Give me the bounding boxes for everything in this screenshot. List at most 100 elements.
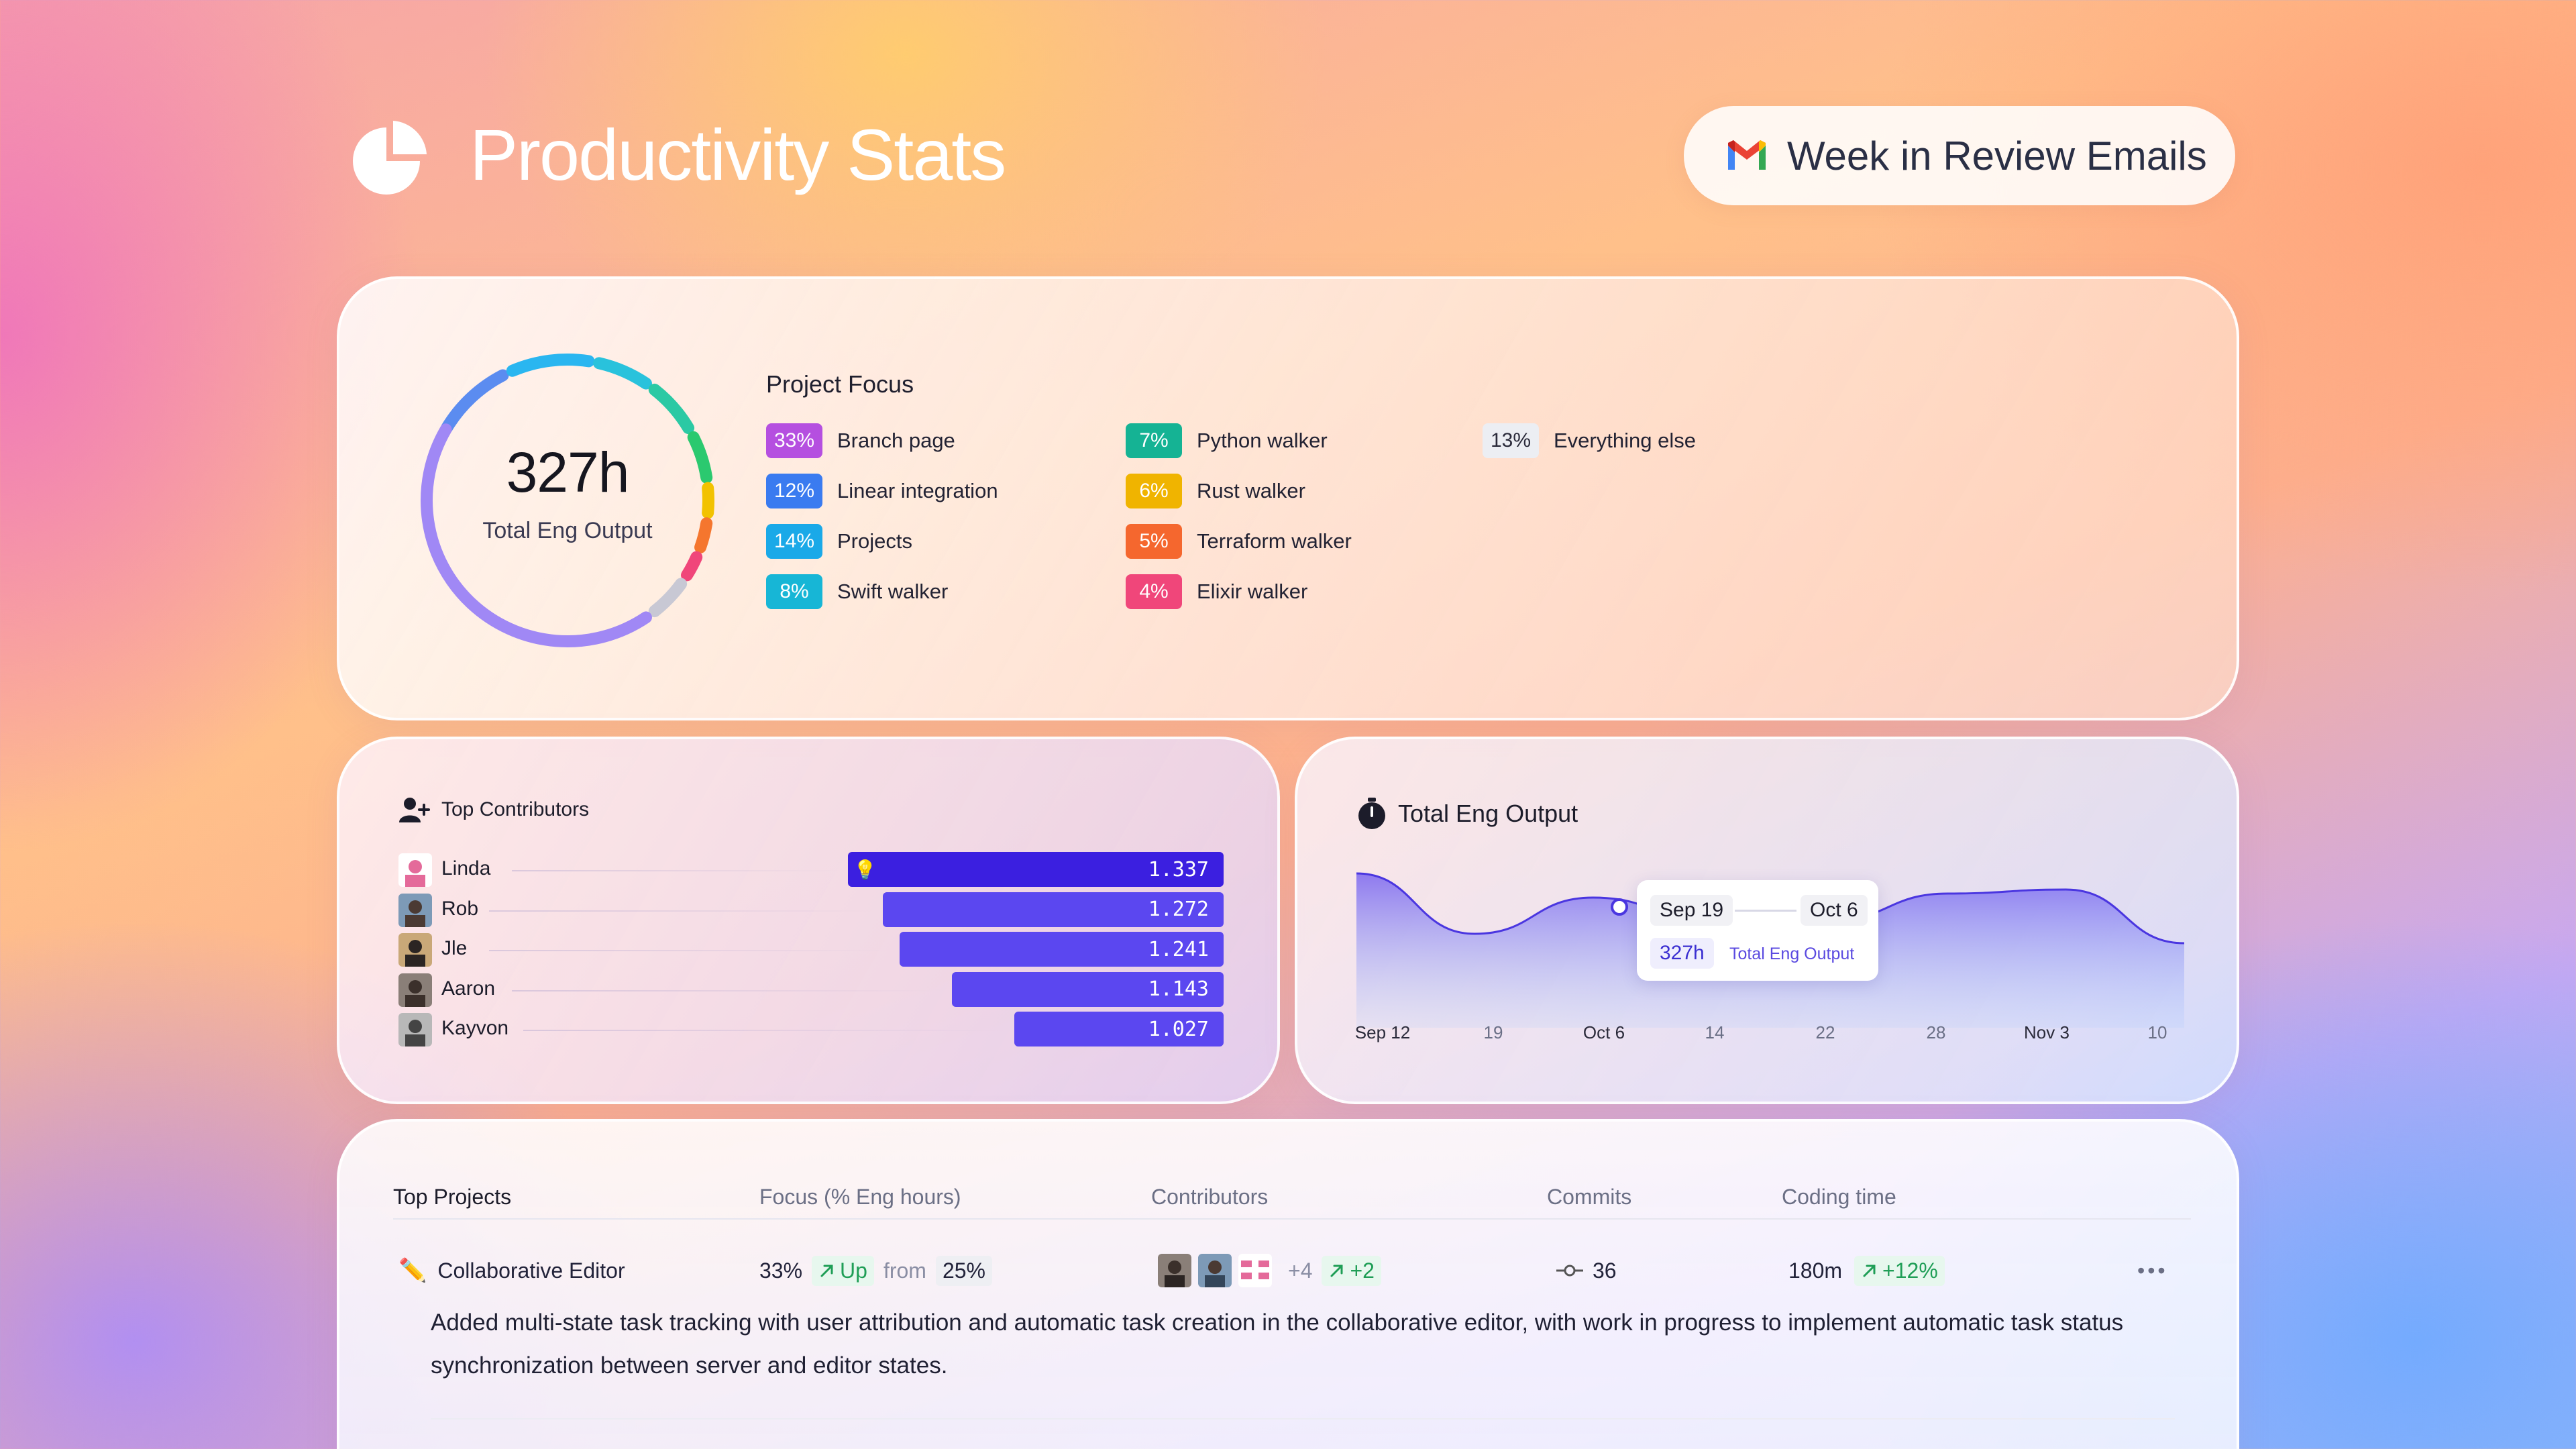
project-name: Collaborative Editor: [437, 1258, 625, 1283]
col-commits[interactable]: Commits: [1547, 1185, 1632, 1209]
col-focus[interactable]: Focus (% Eng hours): [759, 1185, 961, 1209]
x-tick-label: Nov 3: [2024, 1022, 2070, 1042]
donut-segment: [681, 551, 703, 582]
tooltip-start-date: Sep 19: [1650, 895, 1733, 926]
focus-item: 4% Elixir walker: [1126, 574, 1307, 610]
contributor-row[interactable]: Rob 1.272: [398, 892, 1230, 927]
contributor-bar: 1.241: [900, 932, 1224, 967]
contributor-value: 1.337: [1148, 857, 1209, 881]
focus-label: Branch page: [837, 429, 955, 452]
focus-pct-badge: 7%: [1126, 423, 1182, 458]
contributor-guide-line: [489, 910, 876, 912]
focus-label: Python walker: [1197, 429, 1328, 452]
avatar: [398, 893, 432, 927]
contributor-bar: 1.143: [952, 971, 1224, 1007]
focus-donut-chart: [421, 354, 714, 647]
focus-item: 12% Linear integration: [766, 473, 998, 509]
x-tick-label: Sep 12: [1355, 1022, 1410, 1042]
arrow-up-right-icon: [820, 1265, 833, 1277]
coding-time-value: 180m: [1788, 1258, 1843, 1283]
donut-segment: [687, 431, 713, 484]
avatar: [398, 973, 432, 1007]
from-label: from: [883, 1258, 926, 1283]
focus-item: 33% Branch page: [766, 423, 955, 459]
col-coding-time[interactable]: Coding time: [1782, 1185, 1896, 1209]
avatar: [1158, 1254, 1191, 1287]
top-contributors-header: Top Contributors: [398, 796, 589, 824]
project-commits-cell: 36: [1556, 1252, 1617, 1289]
project-focus-card: 327h Total Eng Output Project Focus 33% B…: [337, 276, 2239, 720]
x-tick-label: Oct 6: [1583, 1022, 1625, 1042]
chart-hover-marker[interactable]: [1611, 898, 1628, 916]
col-contributors[interactable]: Contributors: [1151, 1185, 1269, 1209]
x-tick-label: 19: [1484, 1022, 1503, 1042]
focus-item: 7% Python walker: [1126, 423, 1328, 459]
contributor-row[interactable]: Kayvon 1.027: [398, 1012, 1230, 1046]
coding-change: +12%: [1882, 1258, 1938, 1283]
contributor-row[interactable]: Jle 1.241: [398, 932, 1230, 967]
focus-pct-badge: 5%: [1126, 524, 1182, 559]
focus-trend-badge: Up: [812, 1255, 874, 1286]
contributor-guide-line: [523, 1030, 1008, 1031]
top-contributors-title: Top Contributors: [441, 798, 590, 820]
top-projects-card: Top Projects Focus (% Eng hours) Contrib…: [337, 1119, 2239, 1449]
add-user-icon: [399, 798, 430, 822]
coding-change-badge: +12%: [1854, 1255, 1945, 1286]
chart-tooltip: Sep 19 Oct 6 327h Total Eng Output: [1637, 880, 1878, 981]
focus-pct-badge: 33%: [766, 423, 822, 458]
commits-value: 36: [1593, 1258, 1617, 1283]
project-focus-cell: 33% Up from 25%: [759, 1252, 992, 1289]
project-focus-title: Project Focus: [766, 370, 914, 398]
x-tick-label: 28: [1927, 1022, 1946, 1042]
contributor-name: Kayvon: [441, 1017, 509, 1039]
focus-label: Swift walker: [837, 580, 949, 603]
project-contributors-cell[interactable]: +4 +2: [1158, 1252, 1381, 1289]
page-title: Productivity Stats: [470, 114, 1006, 195]
x-tick-label: 22: [1816, 1022, 1835, 1042]
donut-segment: [694, 517, 713, 553]
project-name-cell[interactable]: ✏️ Collaborative Editor: [398, 1252, 625, 1289]
more-options-button[interactable]: •••: [2137, 1258, 2168, 1283]
contributor-bar: 1.027: [1014, 1012, 1224, 1046]
contributor-value: 1.143: [1148, 977, 1209, 1001]
tooltip-range-line: [1735, 910, 1796, 912]
focus-pct-badge: 4%: [1126, 574, 1182, 609]
avatar: [1238, 1254, 1272, 1287]
week-in-review-emails-button[interactable]: Week in Review Emails: [1684, 106, 2235, 205]
pencil-icon: ✏️: [398, 1258, 427, 1283]
donut-segment: [593, 357, 652, 390]
col-top-projects[interactable]: Top Projects: [393, 1185, 512, 1209]
x-tick-label: 14: [1705, 1022, 1725, 1042]
email-button-label: Week in Review Emails: [1787, 133, 2207, 178]
contributor-guide-line: [489, 950, 893, 951]
total-eng-output-title: Total Eng Output: [1398, 800, 1578, 827]
donut-segment: [440, 369, 509, 434]
avatar: [1198, 1254, 1232, 1287]
contributor-bar: 1.272: [883, 892, 1224, 927]
stopwatch-icon: [1358, 798, 1385, 829]
focus-label: Projects: [837, 529, 912, 553]
project-description: Added multi-state task tracking with use…: [431, 1309, 2124, 1379]
contributor-row[interactable]: Aaron 1.143: [398, 971, 1230, 1007]
donut-segment: [421, 423, 652, 647]
tooltip-value: 327h: [1650, 938, 1714, 969]
focus-pct-badge: 13%: [1483, 423, 1539, 458]
contributor-name: Aaron: [441, 977, 496, 1000]
tooltip-end-date: Oct 6: [1801, 895, 1868, 926]
contributors-change: +2: [1350, 1258, 1375, 1283]
header-divider: [393, 1218, 2191, 1220]
focus-pct-badge: 12%: [766, 474, 822, 508]
focus-value: 33%: [759, 1258, 803, 1283]
focus-pct-badge: 8%: [766, 574, 822, 609]
pie-chart-logo-icon: [353, 121, 427, 195]
arrow-up-right-icon: [1863, 1265, 1876, 1277]
header: Productivity Stats Week in Review Emails: [0, 0, 2576, 255]
focus-item: 6% Rust walker: [1126, 473, 1305, 509]
contributor-bar: 💡 1.337: [848, 852, 1224, 887]
focus-item: 13% Everything else: [1483, 423, 1696, 459]
commit-icon: [1556, 1265, 1583, 1277]
contributor-row[interactable]: Linda 💡 1.337: [398, 852, 1230, 887]
arrow-up-right-icon: [1330, 1265, 1343, 1277]
focus-label: Everything else: [1554, 429, 1696, 452]
contributor-name: Linda: [441, 857, 491, 879]
